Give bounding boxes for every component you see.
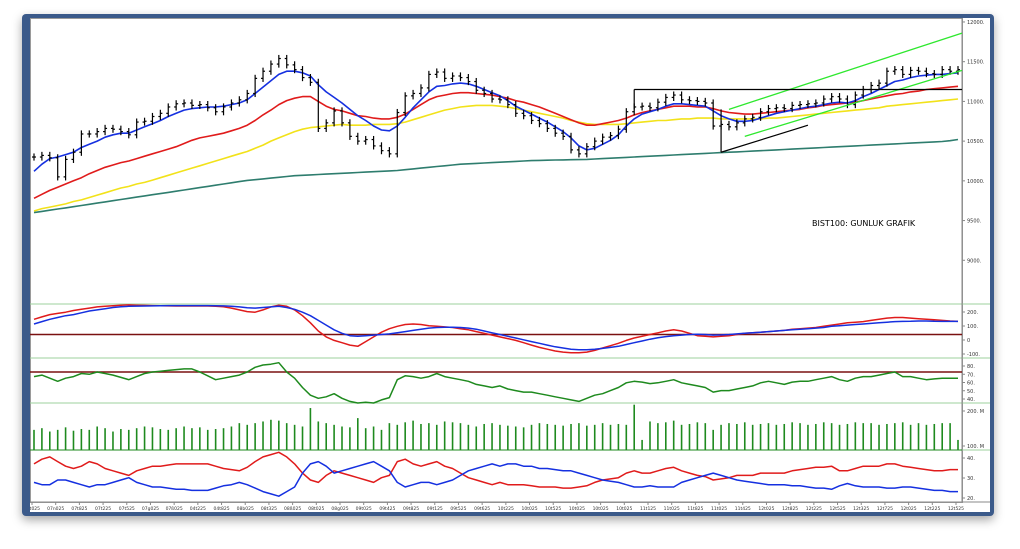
x-tick-label: 07n025 — [47, 506, 64, 512]
y-tick-label: -100. — [967, 352, 980, 358]
x-tick-label: 07t225 — [95, 506, 111, 512]
x-tick-label: 10t025 — [521, 506, 537, 512]
x-tick-label: 11t825 — [687, 506, 703, 512]
y-tick-label: 60. — [967, 381, 975, 387]
x-tick-label: 10t525 — [545, 506, 561, 512]
dmi-red-line — [33, 451, 958, 489]
ema-yellow-line — [33, 98, 959, 212]
x-tick-label: 11t425 — [735, 506, 751, 512]
x-tick-label: 09t825 — [403, 506, 419, 512]
y-tick-label: 100. — [967, 324, 979, 330]
x-tick-label: 09t425 — [379, 506, 395, 512]
x-tick-label: 10t025 — [593, 506, 609, 512]
x-tick-label: 04t225 — [190, 506, 206, 512]
x-tick-label: 09t625 — [474, 506, 490, 512]
x-tick-label: 07g025 — [142, 506, 159, 512]
y-tick-label: 30. — [967, 476, 975, 482]
x-tick-label: 10t025 — [569, 506, 585, 512]
ema-blue-line — [33, 70, 959, 172]
x-tick-label: 08b025 — [237, 506, 254, 512]
x-tick-label: 04t825 — [213, 506, 229, 512]
x-tick-label: 09t525 — [450, 506, 466, 512]
ema-teal-line — [33, 138, 959, 214]
x-tick-label: 12t725 — [877, 506, 893, 512]
x-tick-label: 12t025 — [758, 506, 774, 512]
plot-border — [30, 18, 963, 503]
x-tick-label: 07ß025 — [166, 506, 183, 512]
x-tick-label: 10t025 — [616, 506, 632, 512]
x-tick-label: 07t025 — [30, 506, 40, 512]
x-tick-label: 11t025 — [711, 506, 727, 512]
y-tick-label: 11500. — [967, 60, 985, 66]
y-tick-label: 20. — [967, 496, 975, 502]
dmi-blue-line — [33, 460, 958, 497]
y-tick-label: 100. M — [967, 444, 984, 450]
y-tick-label: 9000. — [967, 258, 982, 264]
x-tick-label: 11t025 — [664, 506, 680, 512]
y-tick-label: 10500. — [967, 139, 985, 145]
y-tick-label: 12000. — [967, 20, 985, 26]
x-tick-label: 08t025 — [308, 506, 324, 512]
x-tick-label: 08g025 — [331, 506, 348, 512]
ema-red-line — [33, 85, 959, 200]
x-tick-label: 12t825 — [782, 506, 798, 512]
x-tick-label: 07t525 — [119, 506, 135, 512]
y-tick-label: 200. — [967, 310, 979, 316]
y-tick-label: 11000. — [967, 99, 985, 105]
x-tick-label: 09t025 — [356, 506, 372, 512]
chart-title: BIST100: GUNLUK GRAFIK — [812, 219, 916, 228]
macd-blue-line — [33, 304, 958, 351]
y-tick-label: 40. — [967, 456, 975, 462]
chart-window: 12000. 11500. 11000. 10500. 10000. 9500. 9000.… — [24, 18, 990, 512]
x-tick-label: 09t125 — [427, 506, 443, 512]
y-tick-label: 40. — [967, 397, 975, 403]
x-tick-label: 07t825 — [71, 506, 87, 512]
x-tick-label: 12t225 — [924, 506, 940, 512]
x-tick-label: 11t125 — [640, 506, 656, 512]
y-tick-label: 80. — [967, 364, 975, 370]
y-tick-label: 0 — [967, 338, 970, 344]
y-tick-label: 50. — [967, 389, 975, 395]
macd-red-line — [33, 304, 959, 354]
x-tick-label: 08t325 — [261, 506, 277, 512]
x-tick-label: 10t225 — [498, 506, 514, 512]
x-tick-label: 12t225 — [806, 506, 822, 512]
y-tick-label: 9500. — [967, 219, 982, 225]
x-tick-label: 08ß025 — [284, 506, 301, 512]
x-tick-label: 12t025 — [901, 506, 917, 512]
support-trend-line — [720, 124, 809, 153]
y-tick-label: 10000. — [967, 179, 985, 185]
rsi-line — [33, 361, 958, 404]
x-tick-label: 12t525 — [948, 506, 964, 512]
channel-upper-line — [728, 32, 963, 110]
x-tick-label: 12t325 — [853, 506, 869, 512]
chart-svg: 12000. 11500. 11000. 10500. 10000. 9500. 9000.… — [24, 18, 990, 512]
x-tick-label: 12t525 — [829, 506, 845, 512]
y-tick-label: 70. — [967, 372, 975, 378]
y-tick-label: 200. M — [967, 409, 984, 415]
channel-lower-line — [744, 69, 963, 137]
